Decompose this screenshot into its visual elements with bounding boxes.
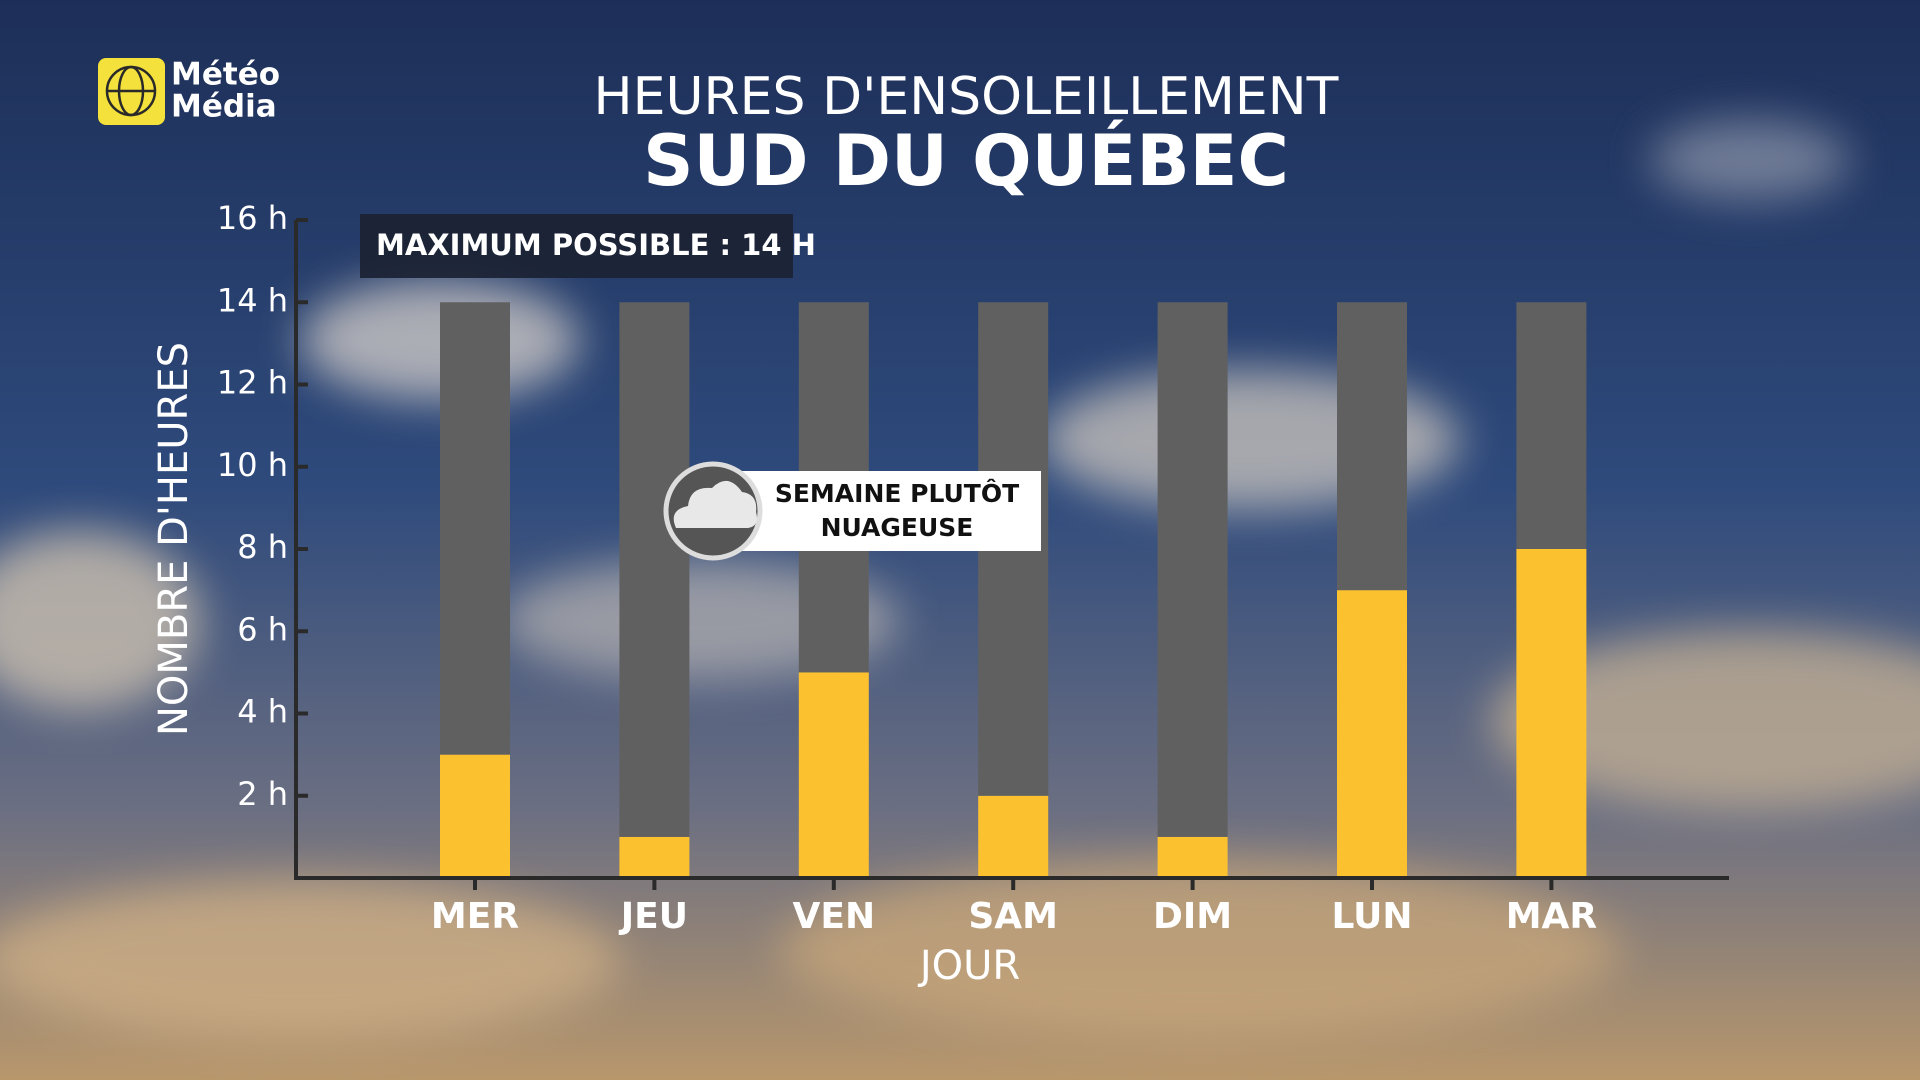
x-tick-label: JEU (618, 896, 688, 937)
y-tick-label: 4 h (237, 693, 288, 731)
cloud-icon (673, 480, 757, 528)
x-tick-label: MAR (1506, 896, 1597, 937)
callout-box (735, 471, 1041, 551)
bar-segment (1337, 590, 1407, 878)
annotation: MAXIMUM POSSIBLE : 14 H (376, 228, 816, 262)
bar-segment (619, 836, 690, 878)
plot: 2 h 4 h 6 h 8 h 10 h 12 h 14 h 16 h MER JEU VEN SAM… (217, 199, 1597, 937)
bar-segment (978, 795, 1049, 878)
bar-segment (1157, 302, 1228, 837)
x-axis-label: JOUR (917, 943, 1020, 989)
bar-segment (1516, 549, 1587, 878)
chart-title: HEURES D'ENSOLEILLEMENT (594, 67, 1339, 127)
x-tick-label: MER (431, 896, 519, 937)
callout-text: NUAGEUSE (821, 513, 974, 542)
annotation-box (360, 214, 793, 278)
x-tick-label: LUN (1331, 896, 1412, 937)
logo-globe (105, 65, 157, 117)
bar-segment (798, 672, 869, 878)
bar-segment (1337, 302, 1407, 591)
y-tick-label: 2 h (237, 775, 288, 813)
y-axis-label: NOMBRE D'HEURES (151, 342, 197, 736)
x-tick-label: SAM (968, 896, 1058, 937)
y-tick-label: 10 h (217, 446, 288, 484)
x-tick-label: VEN (793, 896, 876, 937)
bar-segment (619, 302, 690, 837)
y-tick-label: 16 h (217, 199, 288, 237)
x-tick-label: DIM (1153, 896, 1232, 937)
y-tick-label: 6 h (237, 610, 288, 648)
callout-text: SEMAINE PLUTÔT (775, 478, 1019, 508)
bar-segment (440, 754, 510, 878)
y-tick-label: 12 h (217, 364, 288, 402)
logo-text: Média (171, 89, 277, 125)
y-tick-label: 8 h (237, 528, 288, 566)
bar-segment (440, 302, 510, 755)
logo-text: Météo (171, 57, 280, 93)
bar-segment (1516, 302, 1587, 549)
chart-subtitle: SUD DU QUÉBEC (643, 120, 1289, 202)
bar-segment (1157, 836, 1228, 878)
y-tick-label: 14 h (217, 281, 288, 319)
